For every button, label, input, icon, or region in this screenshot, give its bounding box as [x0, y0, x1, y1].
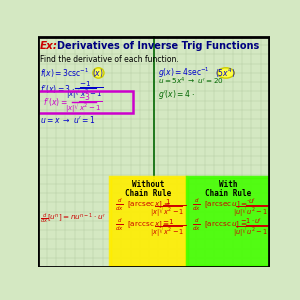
Text: $f(x) = 3\csc^{-1}$: $f(x) = 3\csc^{-1}$ — [40, 66, 89, 80]
Text: $g(x) = 4\sec^{-1}$: $g(x) = 4\sec^{-1}$ — [158, 66, 210, 80]
Text: $-1$: $-1$ — [162, 217, 174, 226]
Text: $\cdot u'$: $\cdot u'$ — [246, 196, 256, 206]
Text: $|u|\sqrt{u^2-1}$: $|u|\sqrt{u^2-1}$ — [233, 223, 270, 239]
Text: $\frac{d}{dx}[u^n] = nu^{n-1} \cdot u'$: $\frac{d}{dx}[u^n] = nu^{n-1} \cdot u'$ — [40, 212, 106, 226]
Ellipse shape — [218, 68, 234, 78]
Text: $f'(x) =$: $f'(x) =$ — [43, 96, 68, 108]
Text: $\frac{d}{dx}$: $\frac{d}{dx}$ — [116, 217, 124, 233]
Text: $|x|\sqrt{x^2-1}$: $|x|\sqrt{x^2-1}$ — [150, 223, 186, 239]
Text: Derivatives of Inverse Trig Functions: Derivatives of Inverse Trig Functions — [57, 41, 260, 51]
Text: $1$: $1$ — [165, 197, 171, 206]
Text: $-1 \cdot u'$: $-1 \cdot u'$ — [240, 216, 262, 226]
Text: Chain Rule: Chain Rule — [206, 189, 252, 198]
Text: Without: Without — [132, 180, 164, 189]
Text: $[\mathrm{arccsc}\,u]=$: $[\mathrm{arccsc}\,u]=$ — [204, 220, 247, 230]
Text: Find the derivative of each function.: Find the derivative of each function. — [40, 55, 178, 64]
Text: $-3$: $-3$ — [78, 92, 90, 103]
Text: $|x|\sqrt{x^2-1}$: $|x|\sqrt{x^2-1}$ — [65, 100, 103, 115]
Text: Ex:: Ex: — [40, 41, 58, 51]
Text: $|x|\sqrt{x^2-1}$: $|x|\sqrt{x^2-1}$ — [66, 85, 104, 101]
Text: $(x)$: $(x)$ — [92, 67, 104, 79]
Text: $\frac{d}{dx}$: $\frac{d}{dx}$ — [192, 197, 201, 213]
Text: Chain Rule: Chain Rule — [125, 189, 171, 198]
Ellipse shape — [93, 68, 104, 78]
Text: $\frac{d}{dx}$: $\frac{d}{dx}$ — [192, 217, 201, 233]
Text: With: With — [219, 180, 238, 189]
Text: $-1$: $-1$ — [79, 79, 91, 88]
FancyBboxPatch shape — [110, 177, 186, 266]
Text: $g'(x) = 4 \cdot$: $g'(x) = 4 \cdot$ — [158, 88, 195, 101]
Text: $(5x^4)$: $(5x^4)$ — [215, 66, 236, 80]
Text: $[\mathrm{arcsec}\,x]=$: $[\mathrm{arcsec}\,x]=$ — [127, 200, 170, 210]
Text: $|x|\sqrt{x^2-1}$: $|x|\sqrt{x^2-1}$ — [150, 203, 186, 219]
Text: $|u|\sqrt{u^2-1}$: $|u|\sqrt{u^2-1}$ — [233, 203, 270, 219]
FancyBboxPatch shape — [188, 177, 270, 266]
Text: $u = x \ \rightarrow \ u' = 1$: $u = x \ \rightarrow \ u' = 1$ — [40, 114, 95, 125]
Text: $\frac{d}{dx}$: $\frac{d}{dx}$ — [116, 197, 124, 213]
Text: $u = 5x^4 \ \rightarrow \ u' = 20$: $u = 5x^4 \ \rightarrow \ u' = 20$ — [158, 75, 224, 87]
Text: $[\mathrm{arcsec}\,u]=$: $[\mathrm{arcsec}\,u]=$ — [204, 200, 248, 210]
Text: $f'(x) = 3 \cdot$: $f'(x) = 3 \cdot$ — [40, 83, 75, 95]
Text: $[\mathrm{arccsc}\,x]=$: $[\mathrm{arccsc}\,x]=$ — [127, 220, 170, 230]
